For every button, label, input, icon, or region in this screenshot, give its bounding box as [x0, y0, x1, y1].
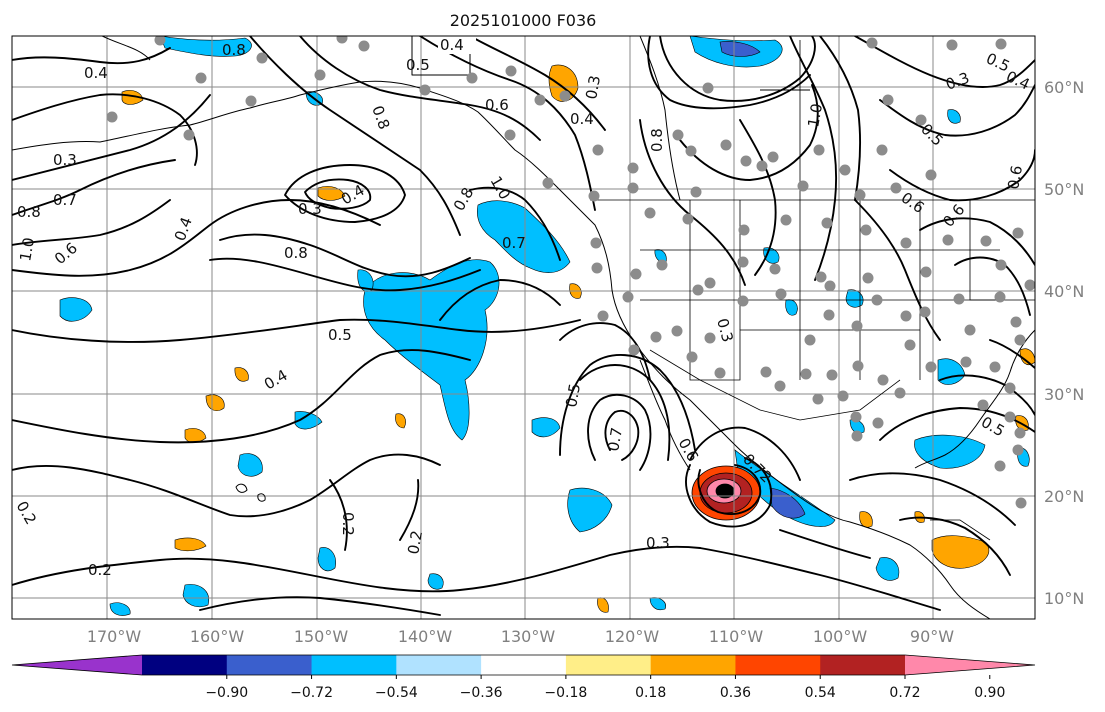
contour-label: 0.4 [440, 36, 464, 54]
colorbar-segment [396, 655, 482, 675]
lon-tick-label: 160°W [190, 627, 245, 646]
lat-lon-grid [12, 36, 1035, 619]
contour-label: 0.5 [406, 56, 430, 74]
lat-tick-label: 30°N [1044, 385, 1084, 404]
colorbar-tick-label: −0.90 [205, 685, 248, 701]
lat-tick-label: 50°N [1044, 180, 1084, 199]
contour-label: 0.7 [604, 426, 626, 453]
colorbar-segment [565, 655, 652, 675]
lon-tick-label: 120°W [605, 627, 660, 646]
lat-tick-label: 40°N [1044, 282, 1084, 301]
lon-tick-label: 170°W [87, 627, 142, 646]
lon-tick-label: 150°W [294, 627, 349, 646]
positive-shading [121, 64, 1035, 613]
lon-tick-label: 90°W [910, 627, 954, 646]
colorbar-segment [735, 655, 821, 675]
contour-label: 1.0 [804, 102, 826, 129]
colorbar-tick-label: 0.18 [635, 685, 666, 701]
colorbar-tick-label: −0.18 [544, 685, 587, 701]
contour-label: 0.8 [648, 128, 666, 152]
colorbar-extend-low [12, 655, 142, 675]
contour-label: 0.3 [298, 200, 322, 218]
contour-lines [12, 36, 1035, 616]
map-panel: 0.4 0.8 0.4 0.5 0.8 0.6 0.4 0.3 0.3 0.8 … [12, 36, 1035, 619]
colorbar-tick-label: −0.72 [290, 685, 333, 701]
lat-tick-label: 10°N [1044, 589, 1084, 608]
contour-label: 0.8 [284, 244, 308, 262]
contour-label: 0.3 [646, 534, 670, 552]
colorbar-segment [650, 655, 736, 675]
contour-label: 0.3 [53, 151, 77, 169]
contour-label: 0.3 [582, 74, 604, 101]
longitude-axis: 170°W 160°W 150°W 140°W 130°W 120°W 110°… [87, 627, 954, 646]
colorbar-segment [820, 655, 906, 675]
latitude-axis: 60°N 50°N 40°N 30°N 20°N 10°N [1044, 78, 1084, 608]
colorbar-segment [311, 655, 397, 675]
contour-label: 0.3 [713, 316, 737, 344]
contour-label: 0.6 [485, 96, 509, 114]
map-title: 2025101000 F036 [450, 11, 597, 30]
station-markers [106, 36, 1035, 509]
lon-tick-label: 100°W [813, 627, 868, 646]
contour-label: 0.2 [404, 529, 426, 556]
colorbar-tick-label: 0.36 [720, 685, 751, 701]
colorbar-tick-label: −0.36 [460, 685, 503, 701]
lon-tick-label: 130°W [501, 627, 556, 646]
colorbar-outline [11, 654, 1036, 676]
colorbar-segment [226, 655, 313, 675]
colorbar-tick-label: 0.72 [889, 685, 920, 701]
colorbar-segment [481, 655, 567, 675]
contour-label: 0.4 [84, 64, 108, 82]
colorbar-tick-label: 0.90 [974, 685, 1005, 701]
colorbar-segment [142, 655, 228, 675]
contour-label: 0.7 [502, 234, 526, 252]
lat-tick-label: 20°N [1044, 487, 1084, 506]
contour-label: 0.2 [88, 561, 112, 579]
colorbar-tick-label: −0.54 [375, 685, 418, 701]
contour-label: 0.7 [53, 191, 77, 209]
colorbar-extend-high [905, 655, 1035, 675]
map-frame [11, 35, 1036, 620]
cyclone-shading [691, 465, 761, 521]
contour-label: 0.8 [222, 41, 246, 59]
lon-tick-label: 140°W [398, 627, 453, 646]
contour-label: 0.2 [339, 512, 357, 536]
contour-label: 0.8 [17, 203, 41, 221]
contour-label: 0.5 [328, 326, 352, 344]
lat-tick-label: 60°N [1044, 78, 1084, 97]
contour-label: 0.4 [570, 110, 594, 128]
colorbar-tick-label: 0.54 [805, 685, 836, 701]
contour-label: 1.0 [16, 236, 38, 263]
contour-label: 0.5 [562, 382, 584, 409]
colorbar: −0.90 −0.72 −0.54 −0.36 −0.18 0.18 0.36 0.54 0.7… [11, 654, 1036, 701]
lon-tick-label: 110°W [709, 627, 764, 646]
contour-label: 0.6 [1004, 164, 1026, 191]
